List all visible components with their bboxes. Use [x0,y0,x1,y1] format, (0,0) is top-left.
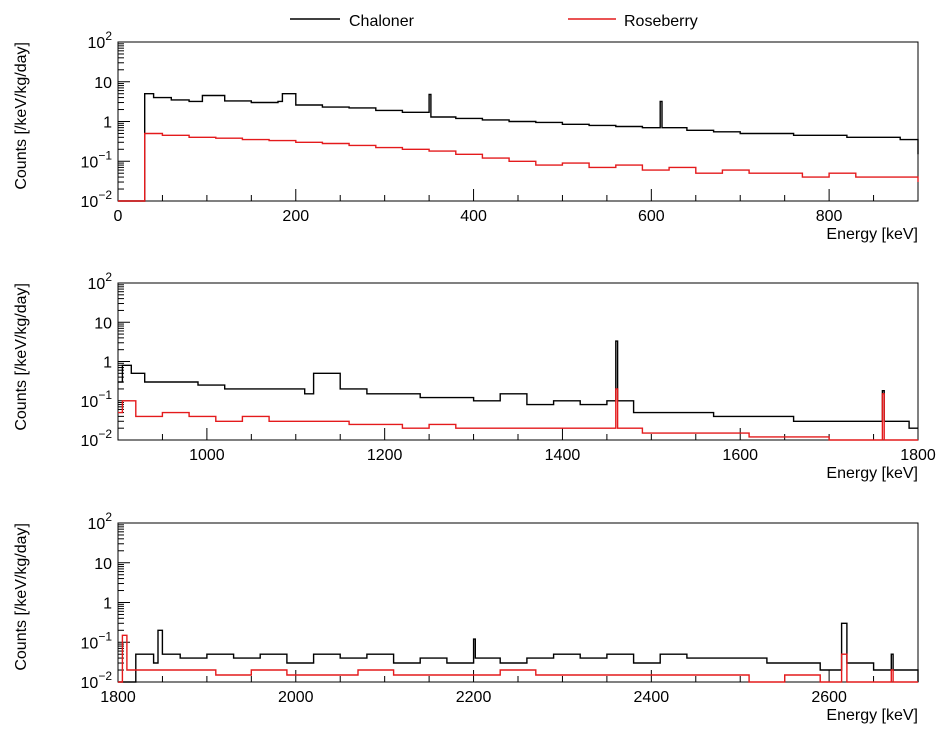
x-tick-label: 1600 [722,447,758,464]
y-tick-label-exponent: 2 [105,270,112,284]
legend: Chaloner Roseberry [290,13,698,30]
legend-label-chaloner: Chaloner [349,13,415,30]
y-tick-label-exponent: −2 [98,188,112,202]
y-tick-label-exponent: −1 [98,148,112,162]
x-tick-label: 1800 [900,447,936,464]
x-tick-label: 800 [816,208,843,225]
plot-frame [117,282,919,441]
y-tick-label: 10−2 [81,669,113,692]
x-tick-label: 0 [114,208,123,225]
y-tick-label-base: 10 [88,276,106,293]
x-tick-label: 400 [460,208,487,225]
x-tick-label: 200 [282,208,309,225]
y-tick-label-base: 10 [81,675,99,692]
series-chaloner-histogram [118,340,918,429]
x-tick-label: 1800 [100,689,136,706]
y-tick-label: 1 [103,355,112,372]
x-tick-label: 1000 [189,447,225,464]
y-tick-label-base: 10 [81,635,99,652]
x-axis-title: Energy [keV] [826,465,918,482]
series-chaloner-histogram [118,622,919,683]
y-tick-label-base: 10 [81,154,99,171]
y-tick-label-exponent: −1 [98,629,112,643]
series-roseberry-histogram [118,132,919,202]
y-tick-label-exponent: −1 [98,388,112,402]
y-tick-label: 102 [88,510,113,533]
y-axis-title: Counts [/keV/kg/day] [13,283,30,431]
y-tick-label: 102 [88,29,113,52]
x-axis-title: Energy [keV] [826,707,918,724]
y-axis-title: Counts [/keV/kg/day] [13,42,30,190]
y-tick-label-base: 10 [88,35,106,52]
legend-label-roseberry: Roseberry [624,13,698,30]
y-tick-label: 10−2 [81,427,113,450]
y-tick-label: 1 [103,596,112,613]
y-tick-label: 102 [88,270,113,293]
y-tick-label-exponent: 2 [105,510,112,524]
y-tick-label: 10−1 [81,629,113,652]
y-tick-label-base: 10 [81,433,99,450]
series-chaloner-histogram [118,93,919,202]
y-tick-label-exponent: 2 [105,29,112,43]
y-tick-label: 10 [94,75,112,92]
y-axis-title: Counts [/keV/kg/day] [13,523,30,671]
x-tick-label: 600 [638,208,665,225]
y-tick-label-exponent: −2 [98,427,112,441]
series-roseberry-histogram [118,634,918,683]
y-tick-label: 10 [94,315,112,332]
y-tick-label-base: 10 [81,394,99,411]
y-tick-label: 10−1 [81,388,113,411]
x-tick-label: 1200 [367,447,403,464]
y-tick-label: 10 [94,556,112,573]
y-tick-label: 10−2 [81,188,113,211]
y-tick-label-base: 10 [81,194,99,211]
x-tick-label: 2200 [456,689,492,706]
x-tick-label: 2400 [634,689,670,706]
series-roseberry-histogram [118,388,918,441]
y-tick-label-base: 10 [88,516,106,533]
x-tick-label: 1400 [545,447,581,464]
y-tick-label: 1 [103,115,112,132]
y-minor-ticks [118,43,124,190]
y-tick-label: 10−1 [81,148,113,171]
x-axis-title: Energy [keV] [826,226,918,243]
x-tick-label: 2600 [811,689,847,706]
x-tick-label: 2000 [278,689,314,706]
y-tick-label-exponent: −2 [98,669,112,683]
